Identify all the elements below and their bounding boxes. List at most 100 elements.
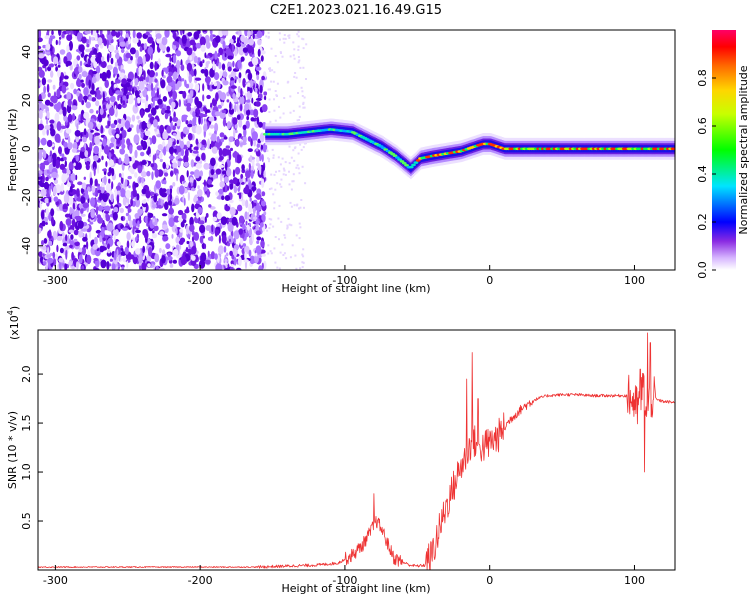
spectrogram-noise-cell xyxy=(192,150,199,154)
spectrogram-noise-cell xyxy=(277,156,280,159)
spectrogram-noise-cell xyxy=(81,246,87,256)
snr-xtick-label: 100 xyxy=(624,574,645,587)
spectrogram-noise-cell xyxy=(301,37,304,40)
spectrogram-noise-cell xyxy=(276,182,279,185)
spectrogram-noise-cell xyxy=(170,170,174,177)
spectrogram-noise-cell xyxy=(235,154,242,164)
spectrogram-noise-cell xyxy=(210,168,215,176)
spectrogram-noise-cell xyxy=(281,55,284,58)
spectrogram-noise-cell xyxy=(134,213,140,219)
spectrogram-noise-cell xyxy=(121,143,126,149)
spectrogram-cells xyxy=(38,30,675,270)
spectrogram-noise-cell xyxy=(152,218,155,223)
spectrogram-noise-cell xyxy=(120,176,124,185)
colorbar: 0.0 0.2 0.4 0.6 0.8 Normalized spectral ampl… xyxy=(696,30,750,279)
spectrogram-noise-cell xyxy=(81,265,85,270)
colorbar-ticks: 0.0 0.2 0.4 0.6 0.8 xyxy=(696,69,716,279)
spectrogram-noise-cell xyxy=(121,129,127,139)
spectrogram-noise-cell xyxy=(266,149,269,152)
spectrogram-noise-cell xyxy=(247,224,250,231)
spectrogram-noise-cell xyxy=(278,105,280,108)
spectrogram-noise-cell xyxy=(41,220,46,227)
spectrogram-noise-cell xyxy=(259,84,263,94)
spectrogram-noise-cell xyxy=(290,205,293,208)
snr-panel: -300 -200 -100 0 100 0.5 1.0 1.5 2.0 Height of s… xyxy=(6,306,676,595)
spectrogram-noise-cell xyxy=(240,34,246,43)
spectrogram-noise-cell xyxy=(251,46,255,55)
spectrogram-noise-cell xyxy=(273,71,276,74)
spectrogram-noise-cell xyxy=(259,93,263,99)
spectrogram-noise-cell xyxy=(212,61,215,71)
spectrogram-noise-cell xyxy=(236,102,239,113)
spectrogram-noise-cell xyxy=(276,82,279,85)
spectrogram-noise-cell xyxy=(155,33,162,39)
spectrogram-noise-cell xyxy=(203,123,208,132)
spectrogram-noise-cell xyxy=(39,109,43,120)
spectrogram-noise-cell xyxy=(288,145,291,148)
spectrogram-noise-cell xyxy=(122,196,127,206)
spectrogram-noise-cell xyxy=(130,55,133,61)
snr-xtick-label: 0 xyxy=(486,574,493,587)
spectrogram-noise-cell xyxy=(270,173,273,176)
spectrogram-noise-cell xyxy=(73,162,76,167)
spectrogram-noise-cell xyxy=(301,95,304,97)
spectrogram-noise-cell xyxy=(267,88,270,91)
spectrogram-noise-cell xyxy=(255,97,262,101)
spectrogram-noise-cell xyxy=(213,72,220,81)
spectrogram-noise-cell xyxy=(278,170,281,173)
spectrogram-noise-cell xyxy=(132,104,139,114)
spectrogram-noise-cell xyxy=(145,76,150,83)
spectrogram-noise-cell xyxy=(226,167,232,177)
spectrogram-noise-cell xyxy=(92,70,98,75)
spectrogram-noise-cell xyxy=(260,240,265,248)
spectrogram-noise-cell xyxy=(121,161,125,171)
spectrogram-noise-cell xyxy=(256,240,260,244)
spectrogram-noise-cell xyxy=(286,224,289,227)
spectrogram-noise-cell xyxy=(176,59,181,69)
spectrogram-noise-cell xyxy=(222,118,227,127)
spectrogram-noise-cell xyxy=(78,254,82,264)
spectrogram-noise-cell xyxy=(63,156,67,161)
spectrogram-noise-cell xyxy=(46,83,50,93)
spectrogram-noise-cell xyxy=(302,101,305,104)
spectrogram-noise-cell xyxy=(285,257,288,260)
spectrogram-noise-cell xyxy=(146,170,151,177)
spectrogram-noise-cell xyxy=(137,165,143,174)
spectrogram-noise-cell xyxy=(116,194,120,205)
spectrogram-noise-cell xyxy=(196,101,203,109)
spectrogram-noise-cell xyxy=(253,199,258,204)
spectrogram-noise-cell xyxy=(94,132,100,136)
spectrogram-noise-cell xyxy=(81,182,87,190)
spectrogram-noise-cell xyxy=(164,30,170,38)
spectrogram-noise-cell xyxy=(78,247,83,253)
spectrogram-noise-cell xyxy=(114,229,119,236)
spectrogram-noise-cell xyxy=(240,56,245,62)
spectrogram-noise-cell xyxy=(189,216,194,227)
spectrogram-noise-cell xyxy=(267,244,270,247)
spectrogram-noise-cell xyxy=(62,106,67,117)
spectrogram-noise-cell xyxy=(245,99,251,103)
colorbar-tick-label: 0.4 xyxy=(696,165,709,183)
spectrogram-noise-cell xyxy=(112,211,118,221)
spectrogram-noise-cell xyxy=(255,230,261,236)
spectrogram-noise-cell xyxy=(64,160,68,168)
spectrogram-noise-cell xyxy=(166,188,170,196)
spectrogram-noise-cell xyxy=(44,35,51,40)
spectrogram-noise-cell xyxy=(164,201,169,210)
snr-ytick-label: 1.0 xyxy=(20,463,33,481)
spectrogram-noise-cell xyxy=(177,216,184,223)
spectrogram-noise-cell xyxy=(264,95,267,101)
spectrogram-noise-cell xyxy=(283,41,286,44)
spectrogram-noise-cell xyxy=(108,167,113,174)
spectrogram-noise-cell xyxy=(47,92,51,98)
spectrogram-noise-cell xyxy=(197,30,201,34)
spectrogram-noise-cell xyxy=(302,38,305,41)
spectrogram-noise-cell xyxy=(237,85,241,93)
spectrogram-noise-cell xyxy=(190,159,195,168)
spectrogram-xlabel: Height of straight line (km) xyxy=(281,282,430,295)
spectrogram-noise-cell xyxy=(258,121,263,128)
spectrogram-noise-cell xyxy=(233,128,236,139)
spectrogram-noise-cell xyxy=(293,57,296,60)
spectrogram-noise-cell xyxy=(251,56,259,66)
spectrogram-noise-cell xyxy=(51,171,58,179)
